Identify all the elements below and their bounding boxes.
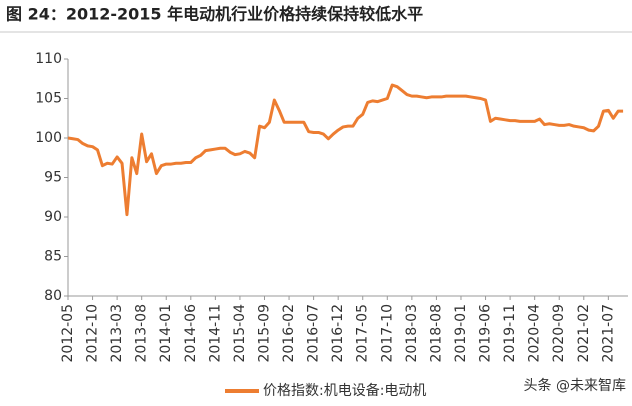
y-tick-label: 80 (44, 288, 62, 304)
x-tick-label: 2020-09 (551, 304, 567, 363)
y-tick-label: 105 (35, 91, 62, 107)
x-tick-label: 2021-07 (600, 304, 616, 363)
x-tick-label: 2017-10 (379, 304, 395, 363)
watermark: 头条 @未来智库 (524, 377, 626, 394)
x-tick-label: 2017-05 (355, 304, 371, 363)
y-tick-label: 95 (44, 170, 62, 186)
x-tick-label: 2018-08 (428, 304, 444, 363)
x-tick-label: 2016-12 (330, 304, 346, 363)
x-tick-label: 2012-05 (60, 304, 76, 363)
x-tick-label: 2021-02 (576, 304, 592, 363)
x-tick-label: 2019-01 (453, 304, 469, 363)
x-tick-label: 2014-06 (183, 304, 199, 363)
x-tick-label: 2013-08 (134, 304, 150, 363)
y-tick-label: 90 (44, 209, 62, 225)
y-tick-label: 110 (35, 51, 62, 67)
x-tick-label: 2020-04 (527, 304, 543, 363)
x-tick-label: 2014-11 (207, 304, 223, 363)
x-tick-label: 2016-02 (281, 304, 297, 363)
x-tick-label: 2012-10 (85, 304, 101, 363)
x-tick-label: 2014-01 (158, 304, 174, 363)
legend-label: 价格指数:机电设备:电动机 (263, 382, 426, 399)
x-tick-label: 2018-03 (404, 304, 420, 363)
x-tick-label: 2013-03 (109, 304, 125, 363)
chart-title: 图 24：2012-2015 年电动机行业价格持续保持较低水平 (6, 5, 423, 24)
x-tick-label: 2019-06 (478, 304, 494, 363)
x-tick-label: 2019-11 (502, 304, 518, 363)
y-tick-label: 100 (35, 130, 62, 146)
x-tick-label: 2016-07 (306, 304, 322, 363)
x-tick-label: 2015-04 (232, 304, 248, 363)
x-tick-label: 2015-09 (256, 304, 272, 363)
data-line (67, 83, 624, 217)
y-tick-label: 85 (44, 249, 62, 265)
